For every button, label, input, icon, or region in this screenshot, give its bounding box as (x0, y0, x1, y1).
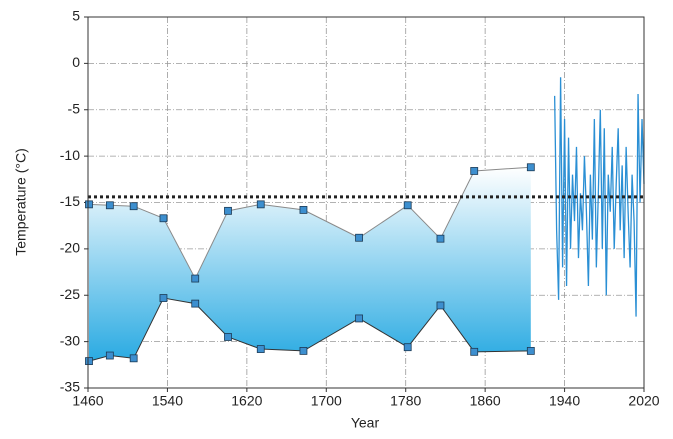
plot-frame (87, 16, 645, 389)
y-tick-label: -10 (60, 147, 80, 163)
x-tick-label: 1460 (72, 393, 103, 409)
marker (256, 200, 265, 209)
x-tick-label: 1940 (549, 393, 580, 409)
y-tick-label: -5 (68, 100, 81, 116)
band-fill (88, 167, 531, 362)
marker (159, 214, 168, 223)
marker (403, 343, 412, 352)
x-tick-label: 2020 (628, 393, 659, 409)
marker (526, 346, 535, 355)
x-tick-label: 1780 (390, 393, 421, 409)
marker (526, 163, 535, 172)
y-tick-label: -15 (60, 193, 80, 209)
marker (355, 233, 363, 242)
x-axis-title: Year (351, 415, 380, 431)
x-tick-label: 1860 (470, 393, 501, 409)
marker (191, 274, 200, 283)
marker (105, 351, 114, 360)
x-tick-label: 1700 (311, 393, 342, 409)
y-tick-label: -25 (60, 286, 80, 302)
y-tick-label: -30 (60, 332, 80, 348)
marker (299, 206, 308, 214)
marker (159, 294, 168, 302)
y-tick-label: 5 (72, 8, 80, 24)
y-axis-title: Temperature (°C) (13, 148, 29, 256)
marker (470, 167, 479, 175)
y-tick-label: -20 (60, 240, 80, 256)
x-tick-label: 1540 (152, 393, 183, 409)
marker (105, 201, 114, 210)
marker (355, 314, 363, 323)
marker (436, 234, 445, 243)
x-tick-label: 1620 (231, 393, 262, 409)
marker (191, 299, 200, 308)
marker (256, 345, 265, 353)
marker (85, 357, 93, 366)
marker (403, 201, 412, 210)
marker (299, 346, 308, 355)
y-tick-label: -35 (60, 379, 80, 395)
marker (224, 206, 232, 215)
marker (470, 347, 479, 356)
marker (224, 333, 232, 341)
marker (85, 200, 93, 209)
series-line (553, 77, 645, 317)
marker (436, 301, 445, 310)
y-tick-label: 0 (72, 54, 80, 70)
marker (129, 202, 138, 211)
marker (129, 354, 138, 363)
